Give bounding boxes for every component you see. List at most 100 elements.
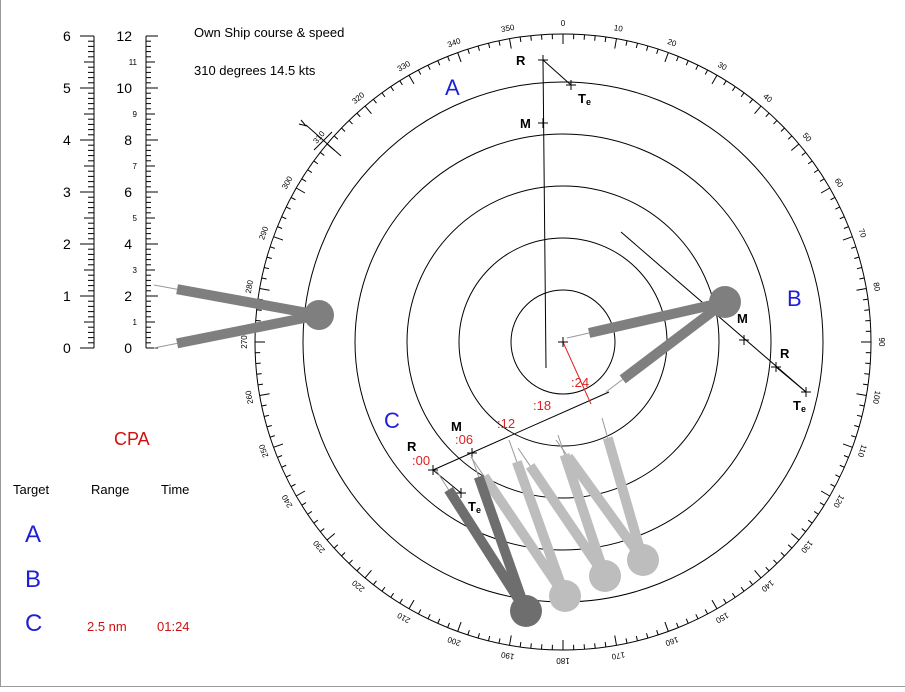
target-b-letter: B (787, 286, 802, 311)
cpa-line (563, 342, 591, 404)
compass-bearing-label: 30 (716, 60, 729, 73)
compass-tick (382, 93, 385, 97)
speed-scale-minor-label: 9 (133, 110, 138, 119)
compass-bearing-label: 340 (446, 36, 462, 49)
compass-tick (391, 593, 394, 597)
range-scale-label: 1 (63, 288, 71, 304)
compass-tick (282, 217, 287, 219)
cpa-header-time: Time (161, 482, 189, 497)
compass-tick (647, 46, 648, 51)
compass-tick (264, 267, 269, 268)
compass-tick (840, 465, 845, 467)
compass-bearing-label: 0 (561, 19, 566, 28)
compass-tick (755, 570, 761, 578)
divider-c-dark-hinge[interactable] (510, 595, 542, 627)
compass-tick (468, 49, 470, 54)
compass-tick (365, 106, 371, 114)
compass-bearing-label: 90 (877, 338, 886, 347)
compass-tick (327, 534, 335, 540)
speed-scale-minor-label: 1 (133, 318, 138, 327)
compass-tick (781, 552, 785, 555)
compass-tick (499, 41, 500, 46)
compass-bearing-label: 10 (613, 23, 624, 34)
cpa-row-c-time: 01:24 (157, 619, 190, 634)
compass-tick (286, 207, 290, 209)
compass-tick (409, 75, 414, 84)
time-mark-24: :24 (571, 375, 589, 390)
compass-bearing-label: 40 (761, 92, 774, 105)
compass-tick (302, 179, 306, 182)
target-b-m-label: M (737, 311, 748, 326)
divider-c-light-1-hinge[interactable] (627, 544, 659, 576)
compass-tick (854, 257, 859, 258)
compass-tick (418, 610, 420, 614)
speed-scale-label: 8 (124, 132, 132, 148)
range-scale-label: 3 (63, 184, 71, 200)
compass-tick (357, 113, 360, 117)
compass-tick (835, 207, 839, 209)
compass-tick (448, 56, 450, 61)
compass-tick (851, 247, 856, 249)
compass-tick (835, 475, 839, 477)
compass-tick (755, 106, 761, 114)
target-c-te-label: Te (468, 499, 481, 515)
range-scale-label: 2 (63, 236, 71, 252)
divider-c-light-3-hinge[interactable] (549, 580, 581, 612)
compass-tick (843, 237, 852, 240)
divider-c-light-2-hinge[interactable] (589, 560, 621, 592)
divider-scale-hinge[interactable] (304, 300, 334, 330)
compass-tick (277, 227, 282, 229)
compass-tick (863, 384, 868, 385)
compass-tick (382, 587, 385, 591)
compass-tick (400, 599, 403, 603)
compass-tick (409, 600, 414, 609)
compass-tick (365, 570, 371, 578)
compass-tick (270, 247, 275, 249)
compass-tick (773, 560, 776, 564)
compass-bearing-label: 150 (714, 610, 731, 625)
cpa-row-b-target: B (25, 566, 41, 593)
compass-tick (260, 394, 270, 396)
compass-tick (262, 405, 267, 406)
compass-tick (308, 511, 312, 514)
compass-bearing-label: 20 (666, 37, 678, 49)
compass-tick (665, 622, 668, 631)
compass-tick (859, 405, 864, 406)
divider-scale-point (154, 343, 177, 348)
compass-tick (814, 170, 818, 173)
compass-bearing-label: 270 (240, 335, 249, 349)
compass-bearing-label: 140 (759, 578, 775, 594)
target-a-rml (543, 60, 546, 368)
divider-c-light-1[interactable] (556, 418, 659, 576)
compass-tick (334, 545, 338, 548)
compass-tick (657, 630, 659, 635)
compass-tick (864, 374, 869, 375)
compass-tick (520, 642, 521, 647)
compass-bearing-label: 300 (280, 174, 295, 191)
compass-tick (296, 491, 305, 496)
range-scale-label: 0 (63, 340, 71, 356)
compass-tick (349, 560, 352, 564)
own-ship-title: Own Ship course & speed (194, 25, 344, 40)
target-b-r-label: R (780, 346, 790, 361)
divider-target-b-point (606, 379, 623, 392)
compass-bearing-label: 70 (856, 227, 868, 239)
range-scale-label: 4 (63, 132, 71, 148)
compass-tick (428, 65, 430, 69)
compass-tick (615, 635, 617, 645)
compass-tick (712, 75, 717, 84)
compass-bearing-label: 110 (856, 443, 869, 459)
compass-tick (732, 593, 735, 597)
compass-tick (531, 643, 532, 648)
compass-tick (274, 444, 283, 447)
compass-tick (840, 217, 845, 219)
divider-target-b-hinge[interactable] (709, 286, 741, 318)
compass-bearing-label: 50 (801, 131, 814, 144)
compass-tick (391, 87, 394, 91)
compass-tick (478, 633, 479, 638)
compass-tick (636, 43, 637, 48)
compass-tick (448, 623, 450, 628)
compass-bearing-label: 130 (799, 539, 815, 555)
compass-tick (821, 188, 830, 193)
